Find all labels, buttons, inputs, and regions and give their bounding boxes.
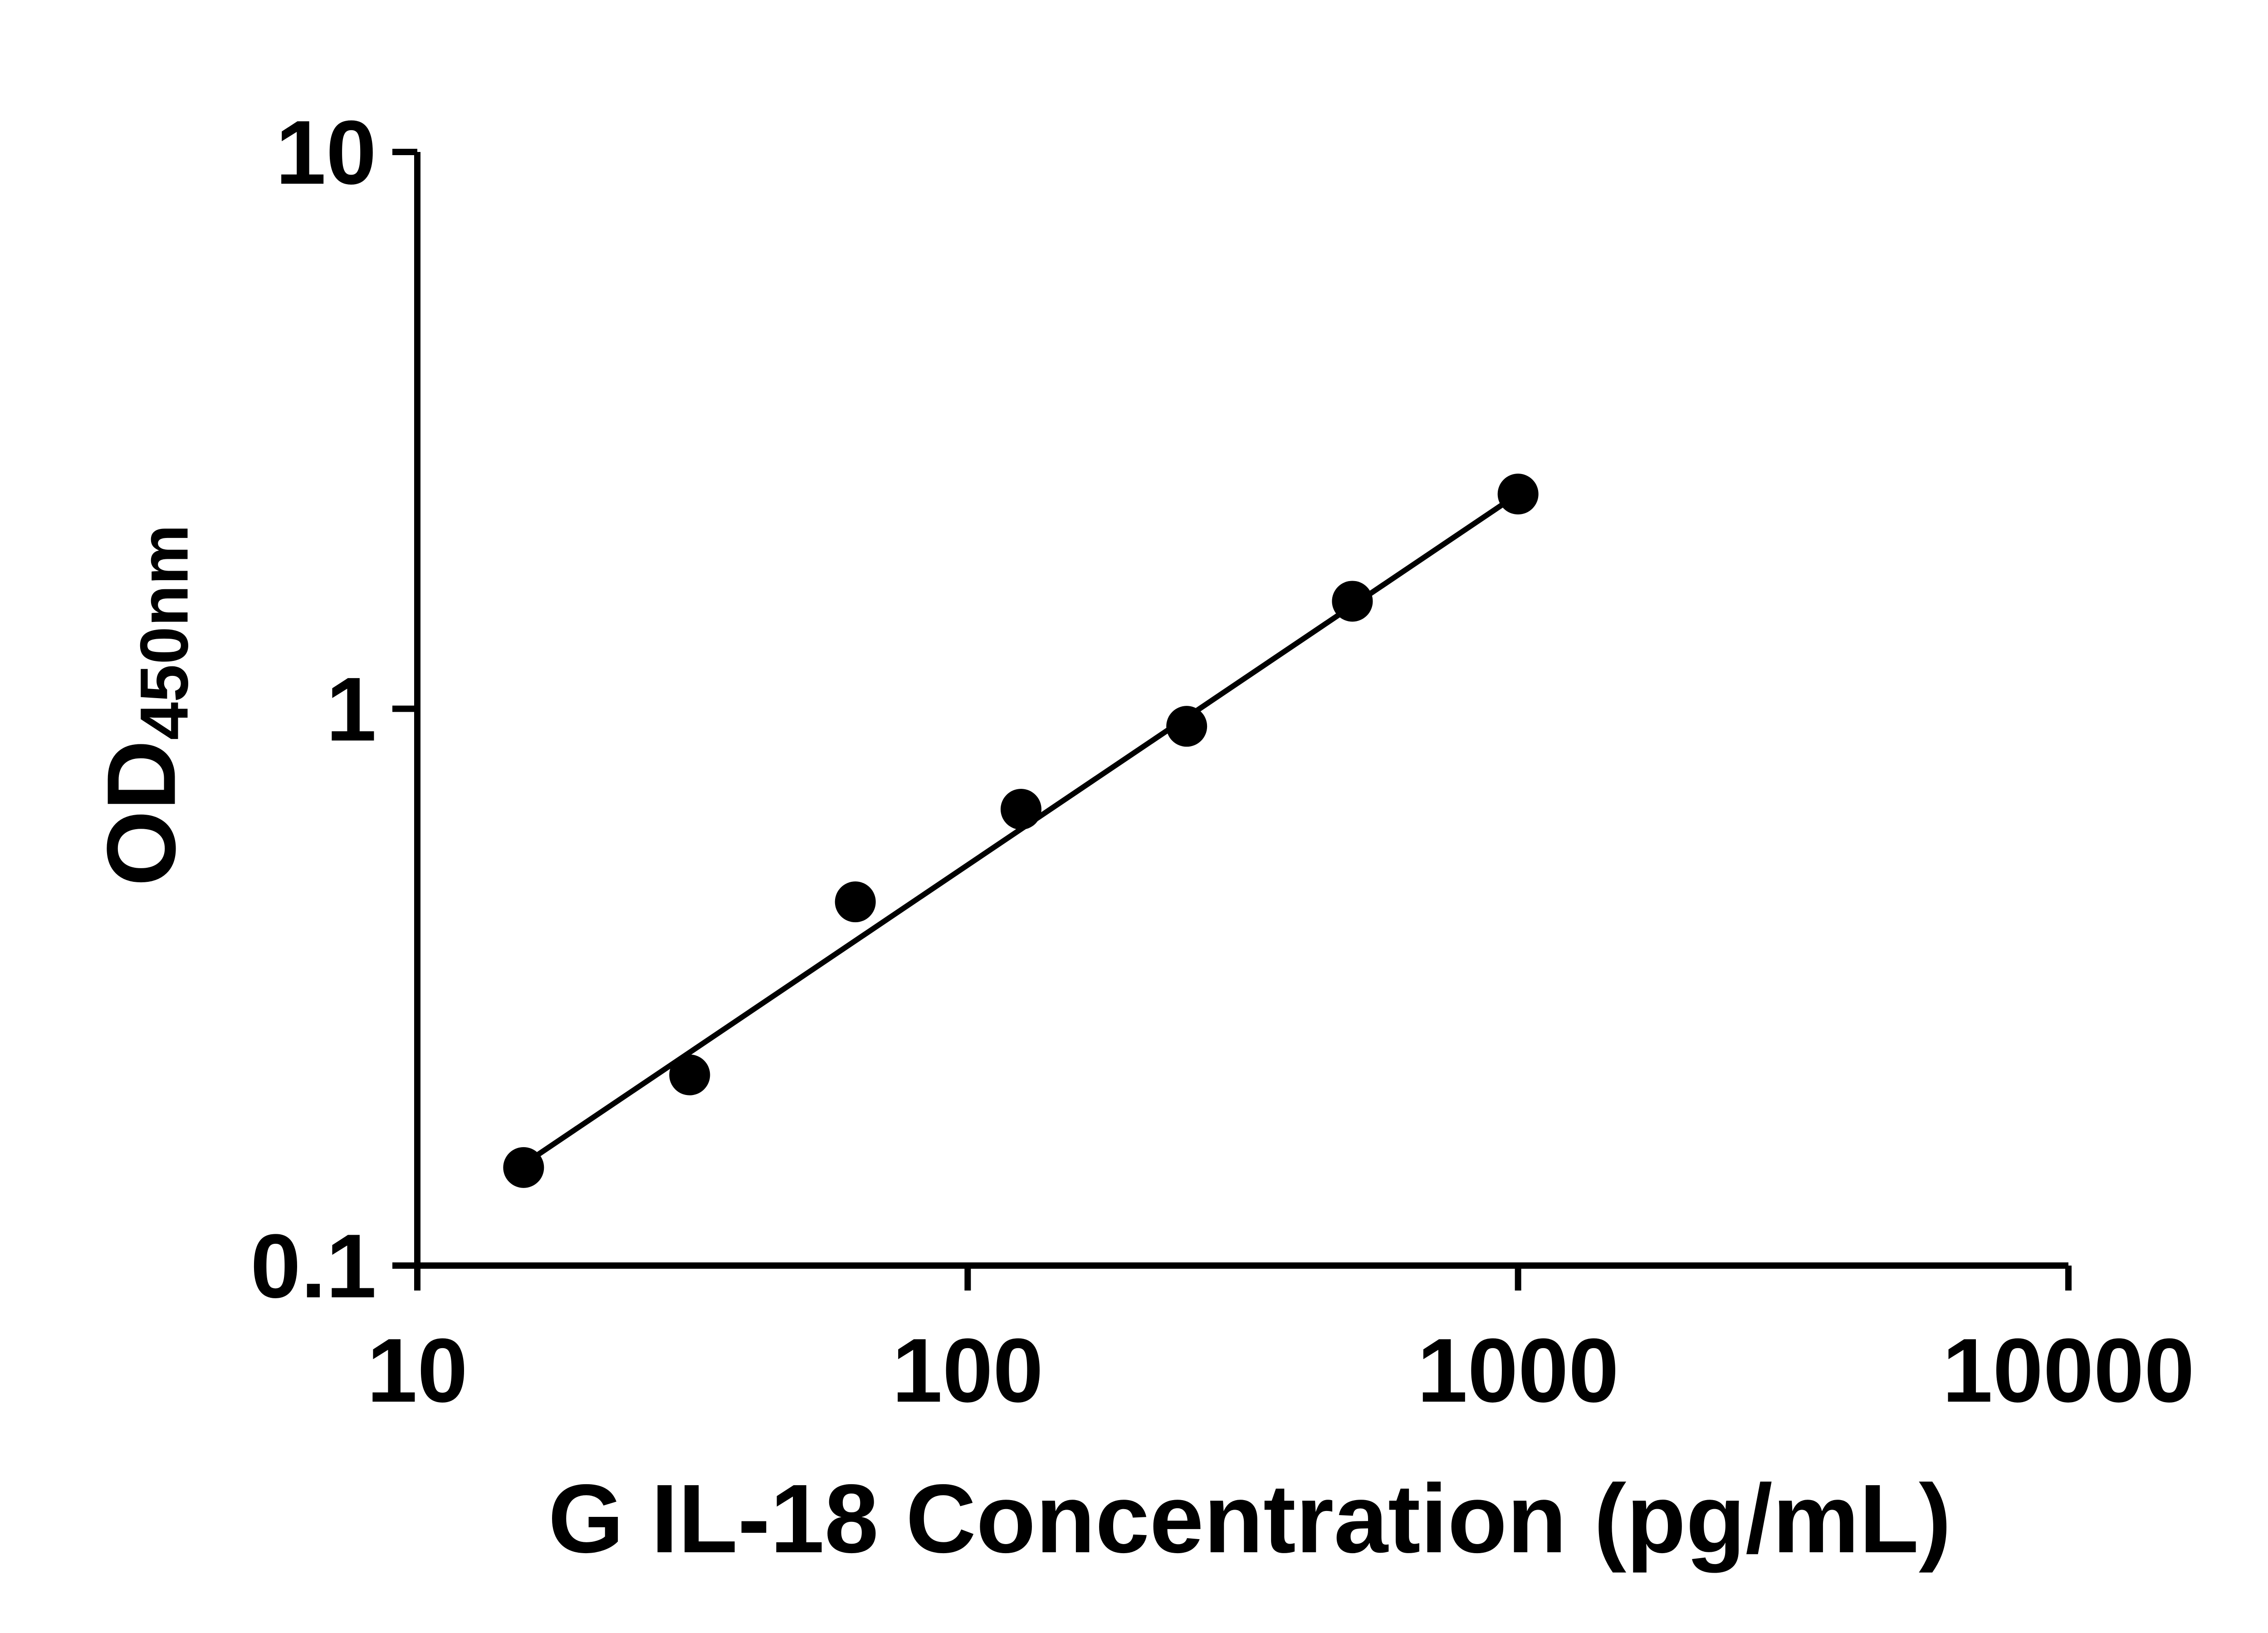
data-point: [503, 1147, 544, 1188]
x-axis-tick-label: 1000: [1417, 1320, 1619, 1421]
y-axis-tick-label: 10: [276, 102, 376, 203]
data-point: [1497, 474, 1539, 515]
data-point: [1332, 581, 1373, 622]
data-point: [835, 881, 876, 923]
y-axis-title-subscript: 450nm: [126, 524, 202, 740]
x-axis-title: G IL-18 Concentration (pg/mL): [548, 1464, 1951, 1573]
data-point: [1000, 789, 1041, 830]
x-axis-tick-label: 10000: [1942, 1320, 2195, 1421]
y-axis-title-main: OD: [86, 740, 196, 886]
y-axis-tick-label: 0.1: [250, 1216, 376, 1317]
data-point: [669, 1054, 710, 1095]
y-axis-title: OD450nm: [87, 524, 202, 886]
x-axis-tick-label: 100: [892, 1320, 1043, 1421]
axes-frame: [414, 152, 2068, 1269]
data-point: [1166, 706, 1207, 747]
y-axis-tick-label: 1: [326, 659, 376, 760]
x-axis-tick-label: 10: [367, 1320, 468, 1421]
